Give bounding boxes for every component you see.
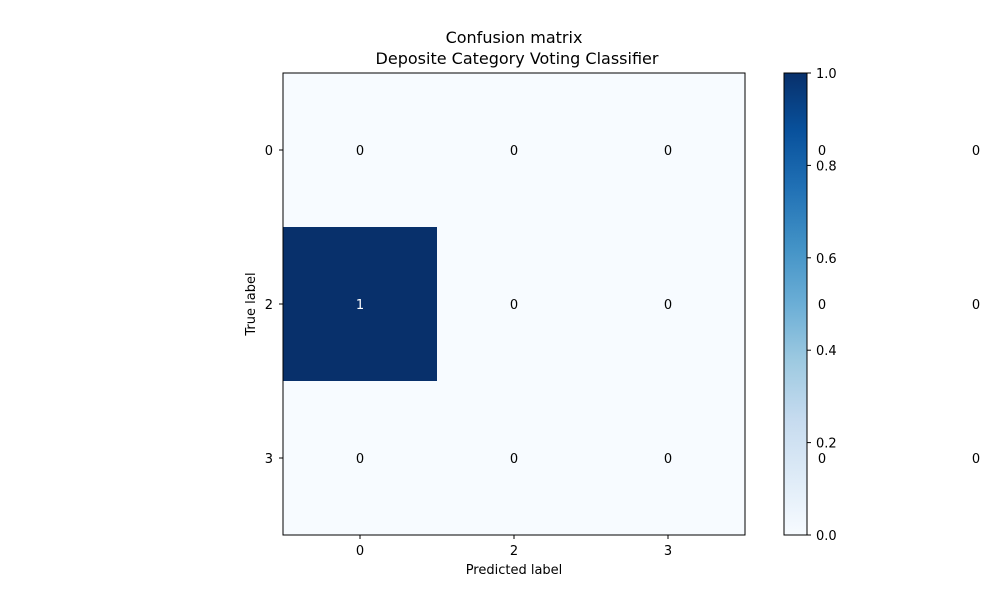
overflow-cell-label: 0	[972, 298, 980, 313]
overflow-cell-label: 0	[818, 452, 826, 467]
colorbar-tick-label: 0.6	[816, 252, 837, 267]
heatmap-cell	[591, 227, 745, 381]
cell-value-label: 0	[664, 452, 672, 467]
y-tick-label: 2	[265, 298, 273, 313]
x-tick-label: 3	[664, 544, 672, 559]
colorbar	[783, 72, 808, 536]
colorbar-tick-label: 0.2	[816, 437, 837, 452]
cell-value-label: 0	[664, 144, 672, 159]
overflow-cell-label: 0	[818, 144, 826, 159]
cell-value-label: 1	[356, 298, 364, 313]
colorbar-ticks: 0.0 0.2 0.4 0.6 0.8 1.0	[807, 67, 837, 544]
overflow-cell-label: 0	[972, 452, 980, 467]
x-axis-label: Predicted label	[466, 563, 563, 578]
x-tick-label: 0	[356, 544, 364, 559]
chart-subtitle: Deposite Category Voting Classifier	[376, 49, 659, 68]
cell-value-label: 0	[664, 298, 672, 313]
heatmap-cell	[283, 381, 437, 535]
heatmap-cell	[591, 73, 745, 227]
colorbar-tick-label: 0.8	[816, 159, 837, 174]
colorbar-tick-label: 1.0	[816, 67, 837, 82]
cell-value-label: 0	[510, 452, 518, 467]
heatmap-cell	[283, 73, 437, 227]
cell-value-label: 0	[510, 298, 518, 313]
cell-value-label: 0	[356, 452, 364, 467]
y-axis-ticks: 0 2 3	[265, 144, 283, 467]
heatmap-cell	[591, 381, 745, 535]
x-axis-ticks: 0 2 3	[356, 535, 672, 559]
cell-value-label: 0	[356, 144, 364, 159]
y-axis-label: True label	[244, 272, 259, 336]
chart-title: Confusion matrix	[446, 28, 583, 47]
cell-value-label: 0	[510, 144, 518, 159]
heatmap-cell	[437, 381, 591, 535]
y-tick-label: 3	[265, 452, 273, 467]
overflow-cell-label: 0	[972, 144, 980, 159]
heatmap-cell	[437, 227, 591, 381]
x-tick-label: 2	[510, 544, 518, 559]
heatmap-cell	[283, 227, 437, 381]
colorbar-tick-label: 0.0	[816, 529, 837, 544]
overflow-text: 0 0 0 0 0 0	[818, 144, 980, 467]
colorbar-tick-label: 0.4	[816, 344, 837, 359]
heatmap-cells: 0 0 0 1 0 0 0 0 0	[283, 73, 745, 535]
heatmap-cell	[437, 73, 591, 227]
overflow-cell-label: 0	[818, 298, 826, 313]
y-tick-label: 0	[265, 144, 273, 159]
